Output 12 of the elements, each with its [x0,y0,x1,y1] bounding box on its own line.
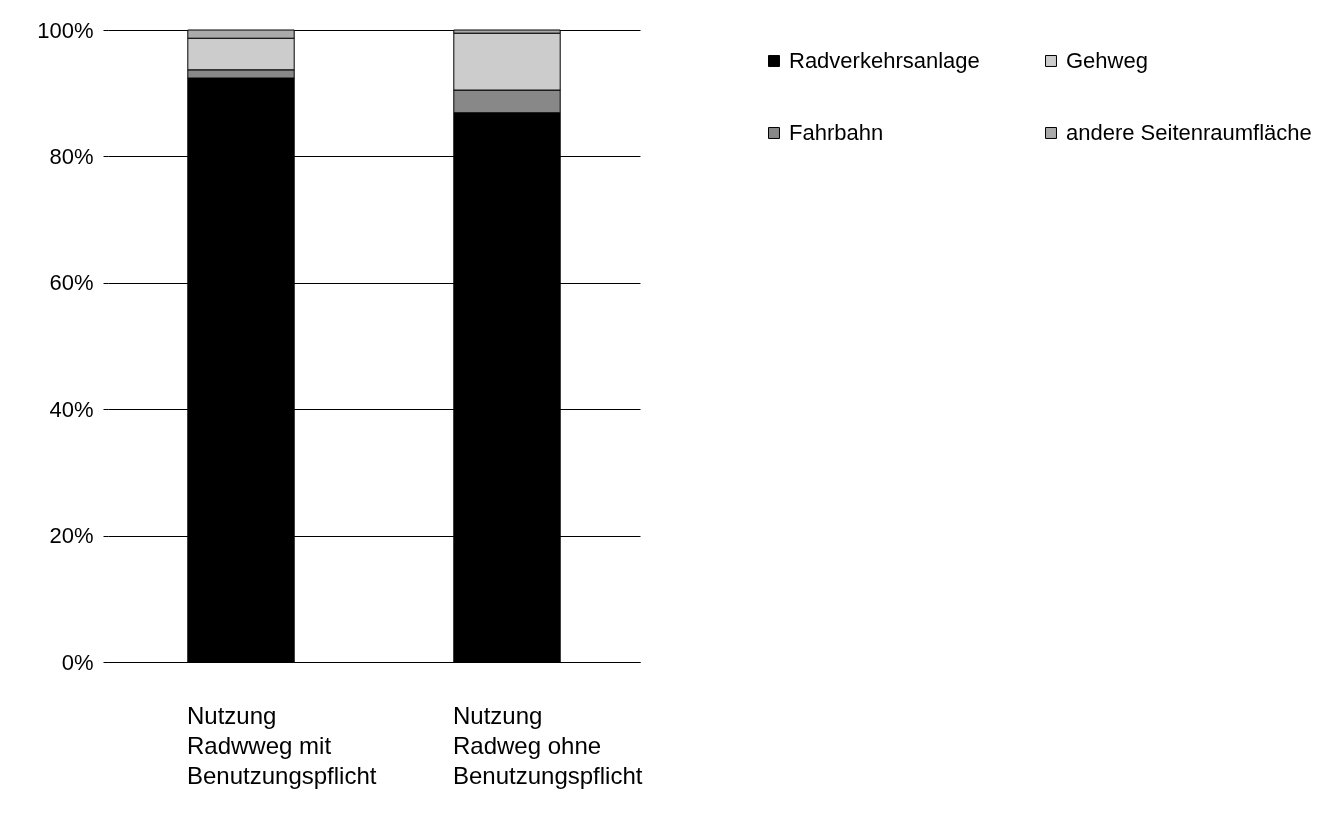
y-tick-label: 100% [37,17,94,43]
legend-label: Radverkehrsanlage [789,48,980,73]
legend-label: andere Seitenraumfläche [1066,120,1312,145]
x-tick-label: Nutzung Radweg ohne Benutzungspflicht [453,701,643,789]
y-tick-label: 60% [49,270,94,296]
legend-label: Fahrbahn [789,120,884,145]
legend-label: Gehweg [1066,48,1148,73]
y-tick-label: 20% [49,523,94,549]
y-tick-label: 80% [49,143,94,169]
x-tick-label: Nutzung Radwweg mit Benutzungspflicht [187,701,377,789]
y-tick-label: 0% [61,649,94,675]
y-tick-label: 40% [49,396,94,422]
